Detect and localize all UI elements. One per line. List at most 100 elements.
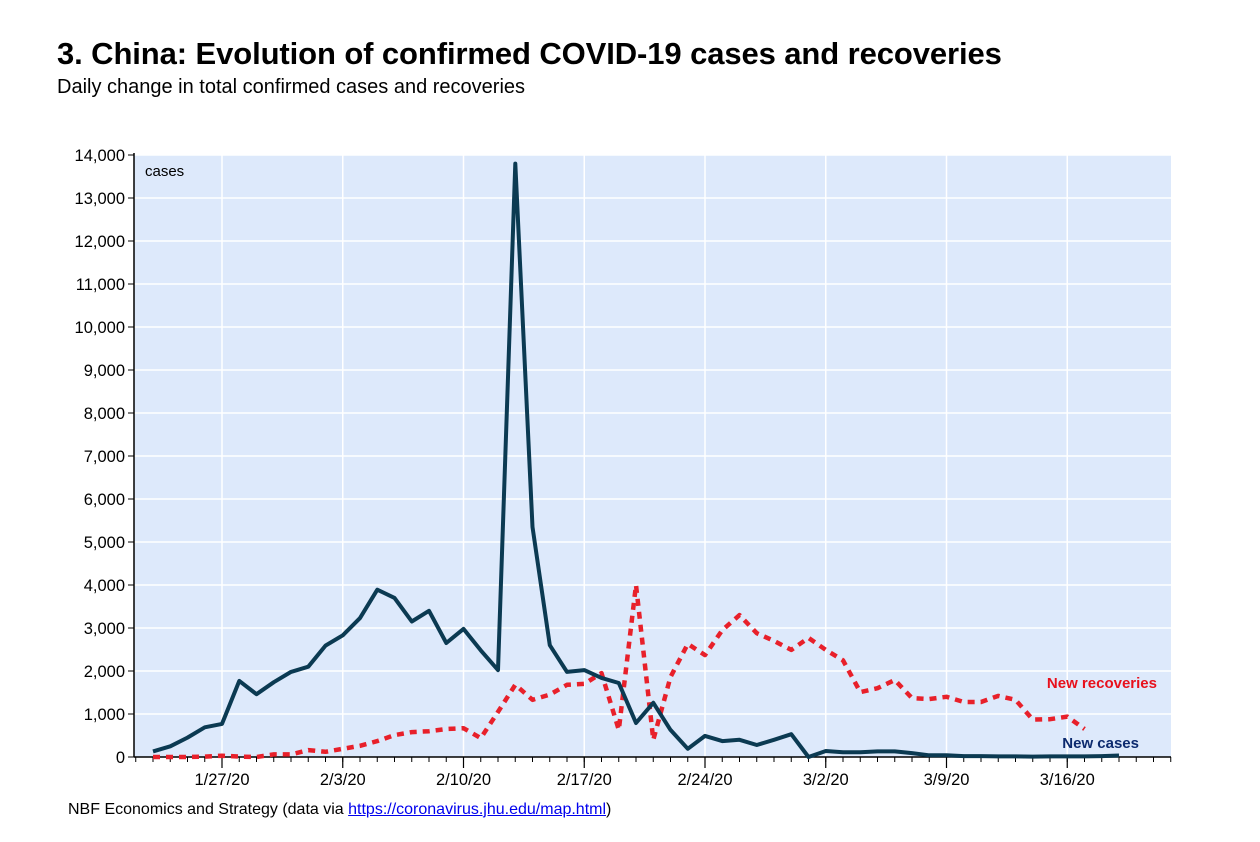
source-link[interactable]: https://coronavirus.jhu.edu/map.html bbox=[348, 801, 607, 818]
data-point bbox=[703, 734, 707, 738]
data-point bbox=[876, 749, 880, 753]
data-point bbox=[203, 725, 207, 729]
data-point bbox=[496, 668, 500, 672]
x-tick-label: 2/10/20 bbox=[436, 771, 491, 789]
data-point bbox=[824, 749, 828, 753]
data-point bbox=[772, 639, 776, 643]
data-point bbox=[410, 620, 414, 624]
data-point bbox=[807, 755, 811, 759]
data-point bbox=[186, 736, 190, 740]
data-point bbox=[272, 752, 276, 756]
data-point bbox=[479, 648, 483, 652]
series-line-new-cases bbox=[152, 161, 1120, 759]
chart-title: 3. China: Evolution of confirmed COVID-1… bbox=[57, 36, 1002, 71]
data-point bbox=[220, 754, 224, 758]
data-point bbox=[1065, 754, 1069, 758]
y-tick-label: 1,000 bbox=[84, 706, 125, 724]
y-tick-label: 10,000 bbox=[75, 319, 125, 337]
data-point bbox=[962, 754, 966, 758]
data-point bbox=[841, 658, 845, 662]
data-point bbox=[513, 162, 517, 166]
data-point bbox=[1031, 755, 1035, 759]
data-point bbox=[341, 633, 345, 637]
data-point bbox=[479, 736, 483, 740]
data-point bbox=[565, 670, 569, 674]
x-tick-label: 3/9/20 bbox=[924, 771, 970, 789]
data-point bbox=[582, 668, 586, 672]
source-note: NBF Economics and Strategy (data via htt… bbox=[68, 801, 611, 819]
data-point bbox=[341, 747, 345, 751]
data-point bbox=[858, 750, 862, 754]
data-point bbox=[962, 700, 966, 704]
x-tick-label: 2/24/20 bbox=[677, 771, 732, 789]
x-tick-label: 2/17/20 bbox=[557, 771, 612, 789]
data-point bbox=[393, 596, 397, 600]
source-suffix: ) bbox=[606, 801, 612, 818]
data-point bbox=[151, 749, 155, 753]
data-point bbox=[531, 525, 535, 529]
data-point bbox=[324, 644, 328, 648]
data-point bbox=[531, 698, 535, 702]
source-prefix: NBF Economics and Strategy (data via bbox=[68, 801, 349, 818]
data-point bbox=[168, 755, 172, 759]
data-point bbox=[203, 755, 207, 759]
y-tick-label: 4,000 bbox=[84, 577, 125, 595]
data-point bbox=[1014, 754, 1018, 758]
data-point bbox=[255, 692, 259, 696]
data-point bbox=[651, 701, 655, 705]
data-point bbox=[444, 641, 448, 645]
x-tick-label: 1/27/20 bbox=[194, 771, 249, 789]
data-point bbox=[789, 732, 793, 736]
series-label-new-recoveries: New recoveries bbox=[1047, 675, 1157, 692]
y-tick-label: 5,000 bbox=[84, 534, 125, 552]
data-point bbox=[548, 643, 552, 647]
y-tick-label: 0 bbox=[116, 749, 125, 767]
data-point bbox=[358, 744, 362, 748]
data-point bbox=[720, 628, 724, 632]
chart-subtitle: Daily change in total confirmed cases an… bbox=[57, 76, 526, 98]
data-point bbox=[893, 678, 897, 682]
data-point bbox=[789, 648, 793, 652]
data-point bbox=[496, 710, 500, 714]
data-point bbox=[237, 679, 241, 683]
data-point bbox=[600, 671, 604, 675]
data-point bbox=[289, 752, 293, 756]
data-point bbox=[738, 738, 742, 742]
data-point bbox=[1065, 715, 1069, 719]
data-point bbox=[237, 755, 241, 759]
x-tick-label: 2/3/20 bbox=[320, 771, 366, 789]
data-point bbox=[686, 642, 690, 646]
data-point bbox=[427, 609, 431, 613]
data-point bbox=[824, 648, 828, 652]
y-tick-label: 11,000 bbox=[76, 276, 125, 294]
y-tick-label: 12,000 bbox=[75, 233, 125, 251]
y-tick-label: 2,000 bbox=[84, 663, 125, 681]
data-point bbox=[669, 675, 673, 679]
data-point bbox=[306, 748, 310, 752]
x-tick-label: 3/2/20 bbox=[803, 771, 849, 789]
series-label-new-cases: New cases bbox=[1062, 735, 1139, 752]
data-point bbox=[703, 653, 707, 657]
data-point bbox=[876, 686, 880, 690]
data-point bbox=[151, 755, 155, 759]
data-point bbox=[651, 738, 655, 742]
data-point bbox=[927, 697, 931, 701]
data-point bbox=[772, 738, 776, 742]
data-point bbox=[910, 751, 914, 755]
data-point bbox=[548, 693, 552, 697]
series-line-new-recoveries bbox=[153, 582, 1086, 760]
data-point bbox=[996, 754, 1000, 758]
data-point bbox=[927, 753, 931, 757]
data-point bbox=[634, 721, 638, 725]
data-point bbox=[272, 680, 276, 684]
data-point bbox=[893, 749, 897, 753]
data-point bbox=[1014, 698, 1018, 702]
data-point bbox=[945, 695, 949, 699]
data-point bbox=[255, 755, 259, 759]
data-point bbox=[669, 728, 673, 732]
data-point bbox=[755, 743, 759, 747]
data-point bbox=[720, 739, 724, 743]
data-point bbox=[1048, 717, 1052, 721]
data-point bbox=[807, 636, 811, 640]
